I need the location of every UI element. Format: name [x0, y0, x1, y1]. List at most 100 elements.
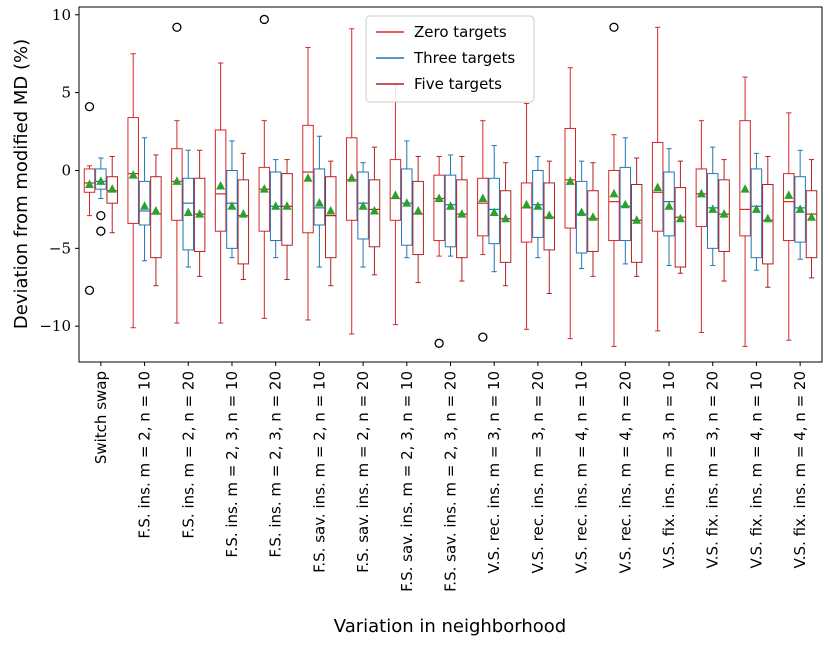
outlier-point: [609, 22, 619, 32]
box: [389, 159, 402, 221]
mean-marker: [369, 205, 379, 215]
mean-marker: [259, 184, 269, 193]
box: [783, 173, 795, 242]
box: [762, 184, 774, 265]
box: [258, 166, 271, 232]
box: [674, 187, 687, 268]
x-tick-label: F.S. ins. m = 2, n = 20: [179, 371, 197, 539]
mean-marker: [740, 184, 750, 193]
mean-marker: [183, 207, 193, 217]
box-group: [150, 154, 162, 287]
mean-marker: [489, 207, 499, 217]
x-tick-label: V.S. fix. ins. m = 3, n = 20: [704, 371, 722, 569]
mean-marker: [216, 181, 226, 190]
y-axis: −10 −5 0 5 10: [39, 6, 79, 335]
box: [564, 127, 576, 229]
box: [532, 169, 544, 238]
box-group: [564, 67, 576, 340]
mean-marker: [807, 212, 817, 221]
box: [150, 176, 162, 259]
box: [587, 190, 599, 252]
mean-marker: [544, 210, 554, 220]
box-group: [499, 162, 512, 287]
box-group: [127, 53, 139, 329]
mean-marker: [751, 204, 761, 213]
x-tick-label: V.S. fix. ins. m = 3, n = 10: [660, 371, 678, 569]
mean-marker: [238, 209, 248, 218]
mean-marker: [577, 207, 587, 217]
mean-marker: [140, 201, 150, 210]
box: [718, 179, 730, 252]
y-tick-label: 10: [52, 6, 71, 24]
mean-marker: [326, 205, 336, 215]
box: [412, 180, 424, 256]
box: [281, 173, 293, 246]
legend-box: [365, 15, 535, 103]
box-group: [587, 162, 599, 277]
box-group: [630, 157, 643, 277]
box-group: [325, 160, 337, 287]
box: [663, 171, 675, 237]
box: [182, 177, 195, 251]
mean-marker: [434, 193, 444, 203]
box-group: [488, 145, 500, 273]
mean-marker: [282, 201, 292, 210]
box: [575, 180, 588, 254]
mean-marker: [620, 199, 630, 209]
box-group: [695, 120, 708, 333]
y-tick-label: 0: [61, 161, 71, 179]
box: [401, 168, 413, 246]
box: [226, 169, 238, 249]
box-group: [739, 76, 751, 347]
x-axis-label: Variation in neighborhood: [334, 616, 566, 637]
box-group: [608, 134, 620, 347]
box-group: [281, 159, 293, 280]
box: [651, 141, 664, 232]
y-tick-label: 5: [61, 84, 71, 102]
box-group: [762, 155, 774, 288]
mean-marker: [314, 198, 324, 207]
box: [357, 171, 369, 240]
x-tick-label: V.S. fix. ins. m = 4, n = 20: [791, 371, 809, 569]
box: [750, 168, 763, 259]
mean-marker: [151, 205, 161, 215]
x-tick-label: V.S. rec. ins. m = 3, n = 20: [529, 371, 547, 574]
box-group: [444, 154, 457, 257]
box-group: [237, 152, 250, 280]
mean-marker: [195, 209, 205, 218]
box: [368, 179, 381, 248]
box: [302, 124, 314, 234]
mean-marker: [609, 188, 619, 198]
mean-marker: [675, 213, 685, 223]
mean-marker: [522, 199, 532, 209]
box: [739, 120, 751, 237]
mean-marker: [632, 215, 642, 224]
box-group: [313, 135, 326, 268]
mean-marker: [588, 212, 598, 221]
box: [433, 174, 445, 242]
outlier-point: [84, 101, 95, 112]
box: [520, 182, 533, 243]
outlier-point: [96, 210, 106, 221]
box: [106, 176, 118, 204]
box-group: [138, 137, 151, 262]
mean-marker: [784, 190, 794, 199]
mean-marker: [107, 184, 117, 193]
outlier-point: [172, 22, 182, 32]
box-group: [226, 140, 238, 259]
box-group: [302, 46, 314, 321]
box: [83, 168, 96, 193]
box-group: [674, 160, 687, 274]
outlier-point: [259, 14, 269, 25]
box: [488, 177, 500, 245]
x-tick-label: F.S. sav. ins. m = 2, 3, n = 20: [442, 371, 460, 592]
y-tick-label: −10: [39, 317, 71, 335]
outlier-point: [478, 332, 488, 342]
box: [138, 180, 151, 226]
x-tick-label: V.S. rec. ins. m = 4, n = 20: [616, 371, 634, 574]
mean-marker: [763, 213, 773, 223]
mean-marker: [795, 204, 805, 213]
mean-marker: [390, 190, 400, 199]
mean-marker: [664, 201, 674, 210]
